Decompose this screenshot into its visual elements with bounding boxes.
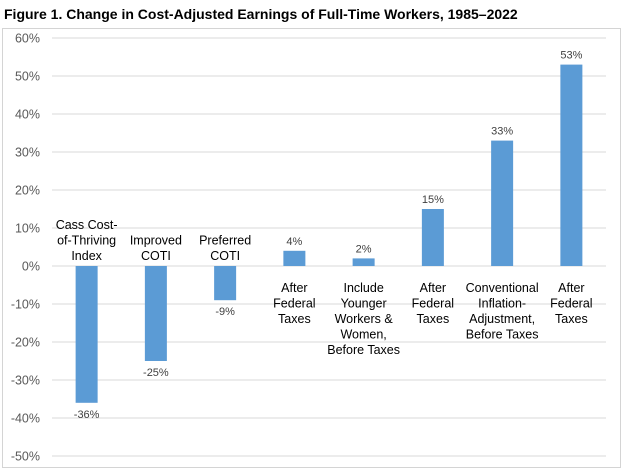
category-label: After Federal Taxes: [412, 281, 454, 326]
y-tick-label: -10%: [11, 298, 40, 312]
plot-frame: [2, 28, 621, 468]
data-label: -25%: [143, 367, 169, 379]
category-label: Cass Cost-of-Thriving Index: [56, 218, 118, 263]
bar: [352, 258, 375, 266]
data-label: -36%: [74, 409, 100, 421]
data-label: 33%: [491, 126, 513, 138]
y-tick-label: -50%: [11, 450, 40, 464]
y-tick-label: 30%: [15, 146, 40, 160]
category-label: After Federal Taxes: [550, 281, 592, 326]
data-label: 4%: [286, 236, 302, 248]
category-labels: Cass Cost-of-Thriving Index Improved COTI Pr…: [56, 218, 593, 357]
y-tick-label: 20%: [15, 184, 40, 198]
category-label: After Federal Taxes: [273, 281, 315, 326]
bar: [75, 266, 98, 403]
category-label: Preferred COTI: [199, 234, 251, 264]
data-label: 2%: [356, 243, 372, 255]
bars: [75, 64, 583, 403]
figure-title: Figure 1. Change in Cost-Adjusted Earnin…: [4, 6, 518, 22]
gridlines: [52, 37, 606, 457]
y-tick-label: 0%: [22, 260, 40, 274]
y-tick-label: 40%: [15, 108, 40, 122]
bar: [421, 209, 444, 266]
category-label: Improved COTI: [130, 234, 182, 264]
data-label: 15%: [422, 194, 444, 206]
y-tick-label: -40%: [11, 412, 40, 426]
y-tick-label: -30%: [11, 374, 40, 388]
y-tick-label: 60%: [15, 32, 40, 46]
bar: [283, 250, 306, 266]
bar: [560, 64, 583, 266]
y-tick-label: 50%: [15, 70, 40, 84]
category-label: Conventional Inflation-Adjustment, Before …: [466, 281, 539, 342]
y-axis-ticks: 60% 50% 40% 30% 20% 10% 0% -10% -20% -30% -40% -50%: [11, 32, 40, 464]
category-label: Include Younger Workers & Women, Before Taxe…: [327, 281, 400, 357]
bar: [491, 140, 514, 266]
bar: [144, 266, 167, 361]
data-label: -9%: [215, 306, 235, 318]
bar: [214, 266, 237, 301]
data-label: 53%: [560, 50, 582, 62]
y-tick-label: 10%: [15, 222, 40, 236]
data-labels: -36% -25% -9% 4% 2% 15% 33% 53%: [74, 50, 583, 421]
y-tick-label: -20%: [11, 336, 40, 350]
